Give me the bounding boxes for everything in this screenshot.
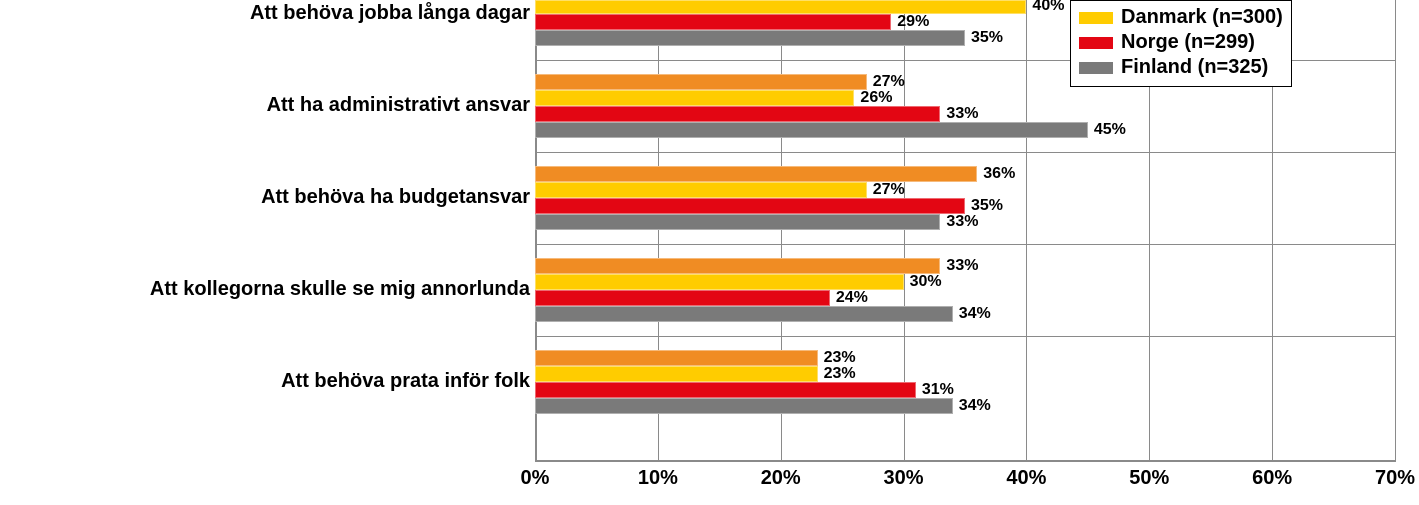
bar-value-label: 34% bbox=[959, 397, 991, 415]
x-tick-label: 0% bbox=[521, 467, 550, 490]
legend-label: Norge (n=299) bbox=[1121, 31, 1255, 54]
legend: Danmark (n=300)Norge (n=299)Finland (n=3… bbox=[1070, 0, 1292, 87]
x-tick-label: 50% bbox=[1129, 467, 1169, 490]
legend-swatch bbox=[1079, 37, 1113, 49]
category-label: Att behöva prata inför folk bbox=[0, 370, 530, 393]
bar bbox=[535, 398, 953, 414]
bar bbox=[535, 166, 977, 182]
bar bbox=[535, 106, 940, 122]
category-label: Att behöva ha budgetansvar bbox=[0, 186, 530, 209]
gridline bbox=[1395, 0, 1396, 462]
x-axis-line bbox=[535, 460, 1395, 462]
bar-value-label: 31% bbox=[922, 381, 954, 399]
legend-item: Finland (n=325) bbox=[1079, 55, 1283, 80]
legend-swatch bbox=[1079, 62, 1113, 74]
bar-value-label: 34% bbox=[959, 305, 991, 323]
bar-value-label: 33% bbox=[946, 257, 978, 275]
x-tick-label: 30% bbox=[884, 467, 924, 490]
legend-label: Danmark (n=300) bbox=[1121, 6, 1283, 29]
x-tick-label: 60% bbox=[1252, 467, 1292, 490]
bar bbox=[535, 182, 867, 198]
bar bbox=[535, 198, 965, 214]
legend-swatch bbox=[1079, 12, 1113, 24]
legend-label: Finland (n=325) bbox=[1121, 56, 1268, 79]
bar-value-label: 33% bbox=[946, 105, 978, 123]
bar bbox=[535, 0, 1026, 14]
bar bbox=[535, 306, 953, 322]
bar-value-label: 30% bbox=[910, 273, 942, 291]
bar bbox=[535, 14, 891, 30]
group-separator bbox=[535, 244, 1395, 245]
category-label: Att behöva jobba långa dagar bbox=[0, 2, 530, 25]
bar bbox=[535, 350, 818, 366]
bar-value-label: 26% bbox=[860, 89, 892, 107]
grouped-bar-chart: Att behöva jobba långa dagar Att ha admin… bbox=[0, 0, 1419, 505]
bar bbox=[535, 30, 965, 46]
bar-value-label: 27% bbox=[873, 181, 905, 199]
bar bbox=[535, 74, 867, 90]
category-label: Att kollegorna skulle se mig annorlunda bbox=[0, 278, 530, 301]
bar-value-label: 40% bbox=[1032, 0, 1064, 15]
bar-value-label: 24% bbox=[836, 289, 868, 307]
group-separator bbox=[535, 336, 1395, 337]
gridline bbox=[1026, 0, 1027, 462]
bar bbox=[535, 258, 940, 274]
bar-value-label: 33% bbox=[946, 213, 978, 231]
bar bbox=[535, 382, 916, 398]
category-label: Att ha administrativt ansvar bbox=[0, 94, 530, 117]
bar-value-label: 45% bbox=[1094, 121, 1126, 139]
group-separator bbox=[535, 152, 1395, 153]
x-tick-label: 10% bbox=[638, 467, 678, 490]
bar bbox=[535, 274, 904, 290]
legend-item: Norge (n=299) bbox=[1079, 30, 1283, 55]
bar bbox=[535, 122, 1088, 138]
bar bbox=[535, 366, 818, 382]
x-tick-label: 70% bbox=[1375, 467, 1415, 490]
bar bbox=[535, 90, 854, 106]
legend-item: Danmark (n=300) bbox=[1079, 5, 1283, 30]
x-tick-label: 40% bbox=[1006, 467, 1046, 490]
x-tick-label: 20% bbox=[761, 467, 801, 490]
bar-value-label: 36% bbox=[983, 165, 1015, 183]
bar-value-label: 23% bbox=[824, 365, 856, 383]
bar bbox=[535, 290, 830, 306]
bar-value-label: 35% bbox=[971, 29, 1003, 47]
bar-value-label: 29% bbox=[897, 13, 929, 31]
bar bbox=[535, 214, 940, 230]
